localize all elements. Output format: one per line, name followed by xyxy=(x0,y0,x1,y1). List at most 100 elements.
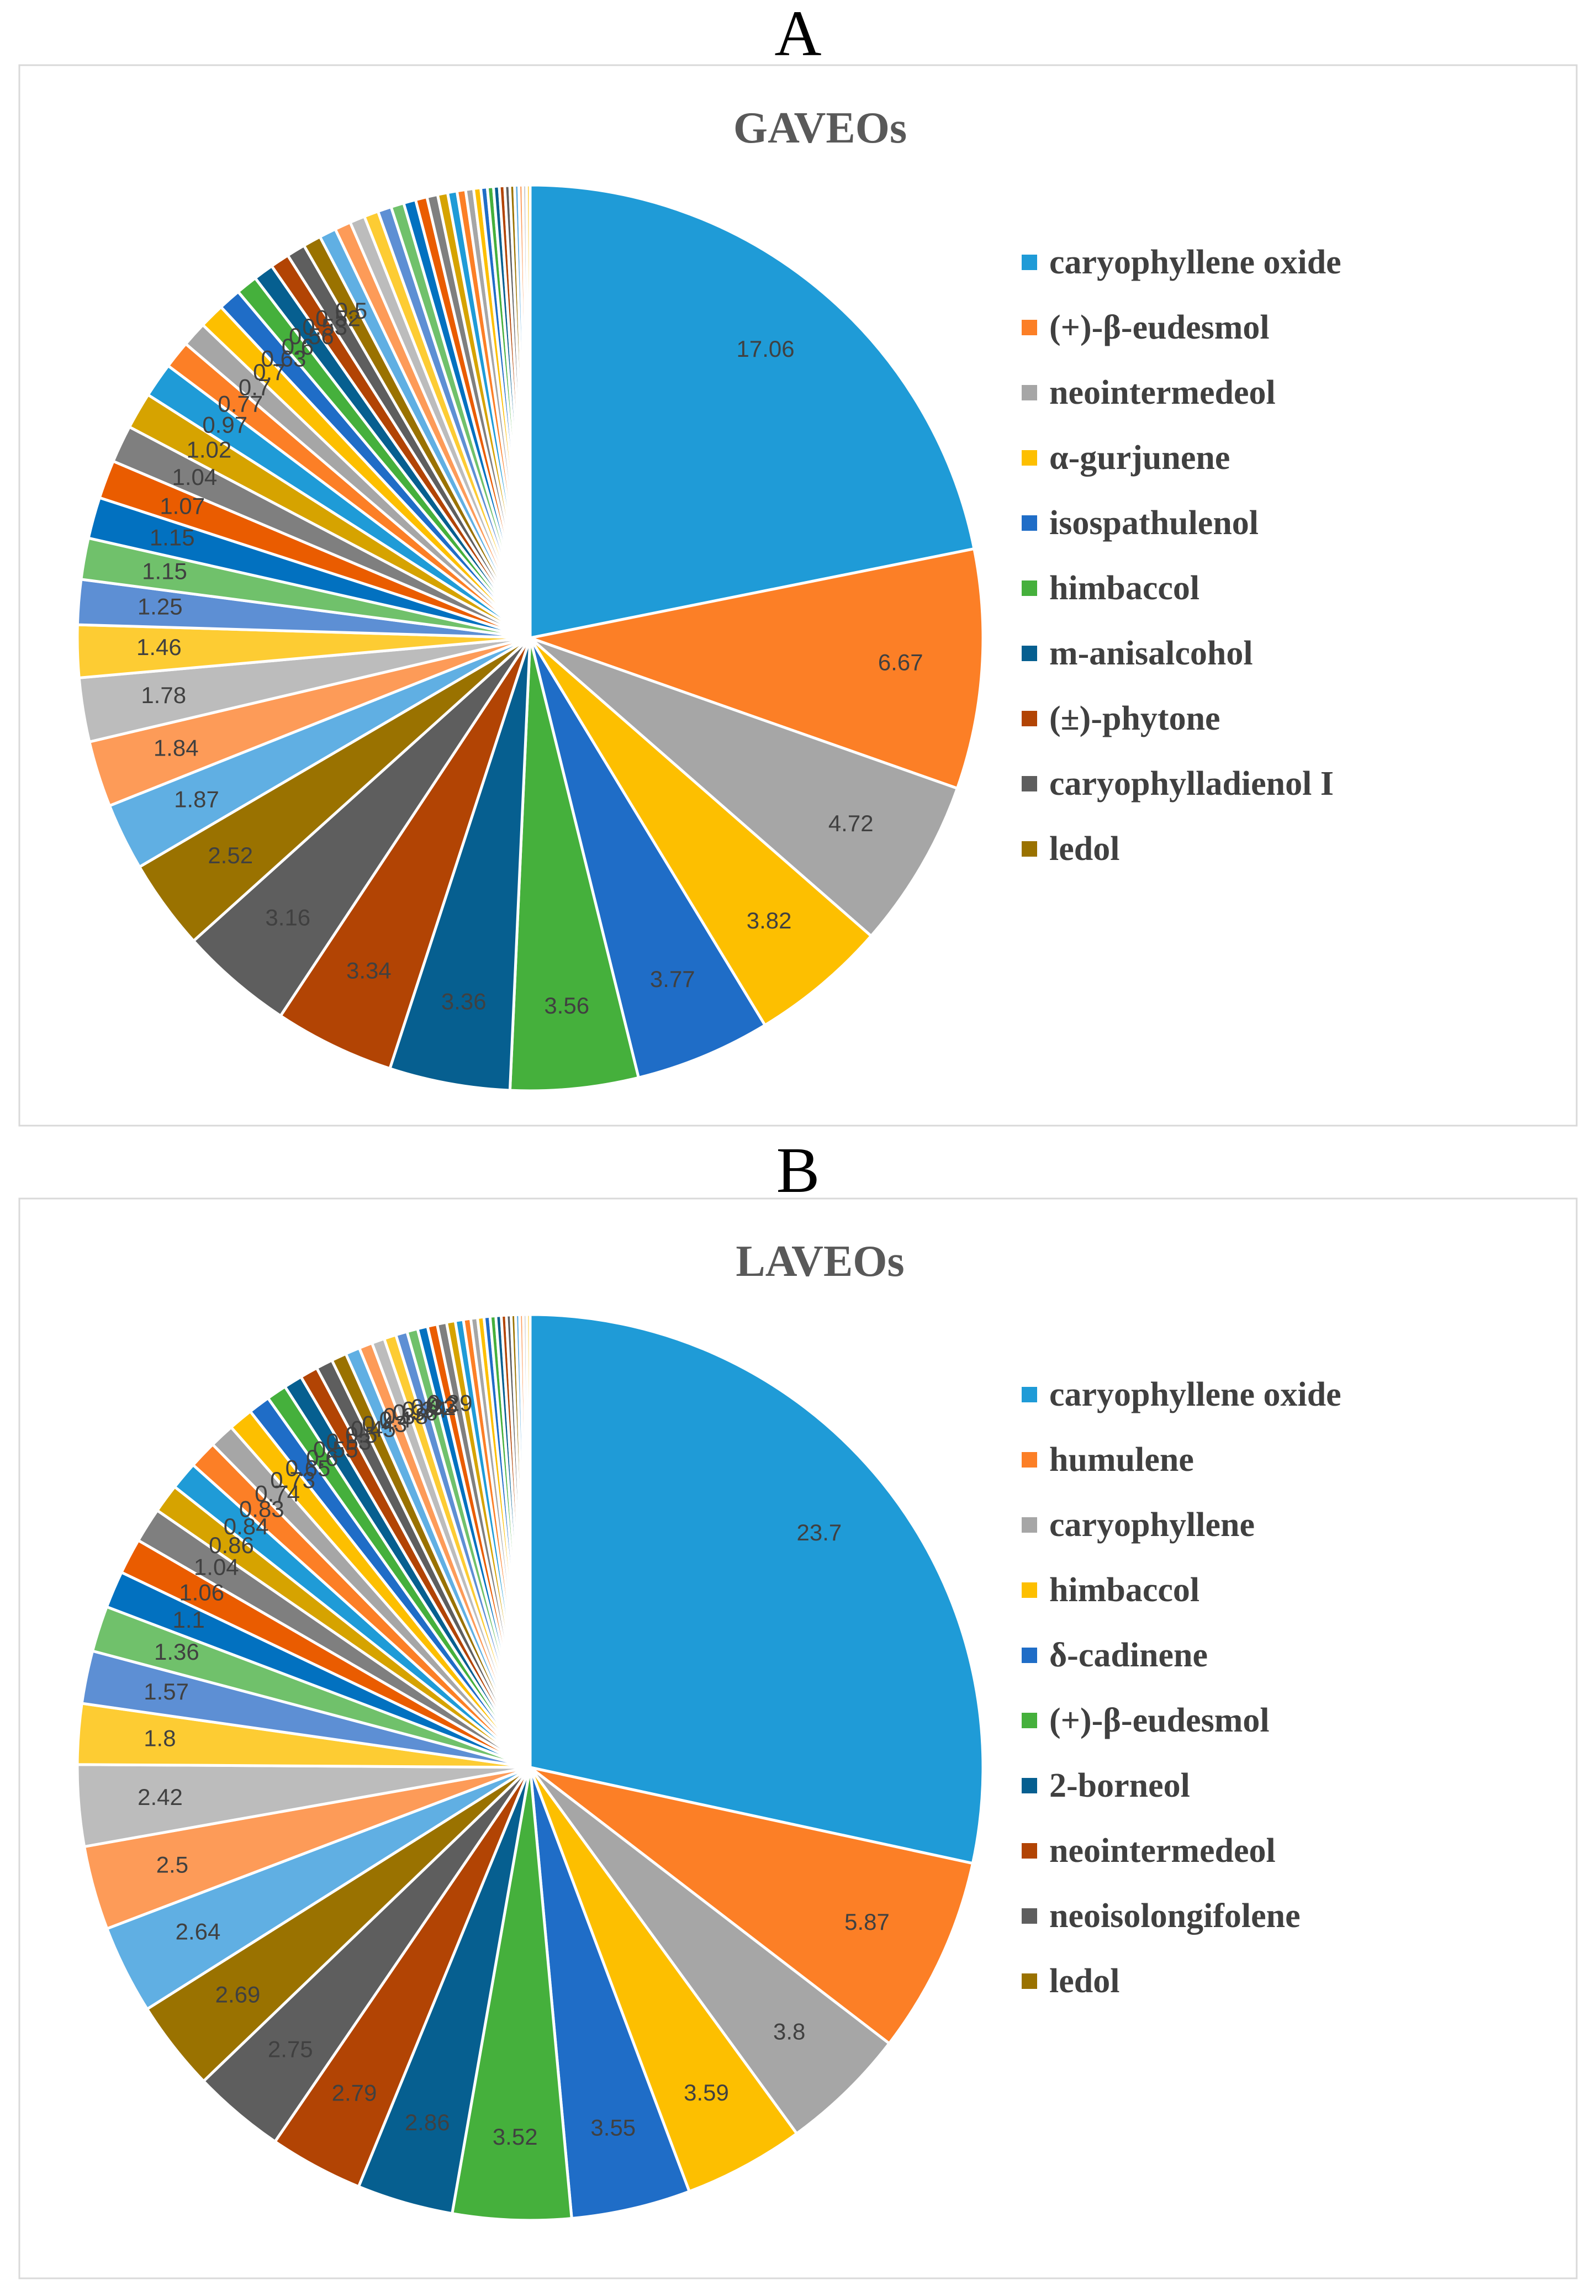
pie-b-data-label: 2.79 xyxy=(332,2079,377,2105)
legend-a-label: α-gurjunene xyxy=(1049,439,1230,477)
pie-a-data-label: 0.77 xyxy=(218,391,263,417)
pie-b-data-label: 1.1 xyxy=(173,1607,205,1633)
legend-a-swatch xyxy=(1022,320,1037,335)
pie-a-slice xyxy=(388,637,532,1092)
pie-b-slices xyxy=(76,1313,985,2222)
legend-a-swatch xyxy=(1022,646,1037,661)
pie-b-data-label: 3.8 xyxy=(773,2019,805,2045)
pie-a-data-label: 3.34 xyxy=(346,958,392,984)
pie-a-data-label: 1.02 xyxy=(187,437,232,463)
legend-a-swatch xyxy=(1022,841,1037,857)
pie-a-data-label: 0.7 xyxy=(253,359,285,385)
pie-a-slice xyxy=(529,636,959,938)
pie-a-data-labels: 17.06 6.67 4.72 3.82 3.77 3.56 3.36 3.34 3.16 2.5… xyxy=(136,298,923,1018)
legend-b-swatch xyxy=(1022,1452,1037,1468)
legend-a-label: (±)-phytone xyxy=(1049,700,1220,737)
pie-a-data-label: 0.56 xyxy=(289,323,334,349)
pie-b-slice xyxy=(529,1313,985,1865)
pie-b-data-labels: 23.7 5.87 3.8 3.59 3.55 3.52 2.86 2.79 2.75 2.69 2… xyxy=(138,1390,890,2150)
legend-a-label: m-anisalcohol xyxy=(1049,635,1253,672)
pie-b-data-label: 1.06 xyxy=(179,1579,224,1605)
legend-b-label: himbaccol xyxy=(1049,1571,1199,1609)
legend-a-swatch xyxy=(1022,711,1037,726)
pie-b-slice xyxy=(529,1766,891,2136)
pie-a-data-label: 6.67 xyxy=(878,649,923,675)
pie-a-data-label: 4.72 xyxy=(828,810,874,836)
pie-a-data-label: 0.97 xyxy=(202,411,247,437)
pie-a-data-label: 3.56 xyxy=(544,993,589,1018)
pie-a-data-label: 3.77 xyxy=(650,966,695,992)
pie-a-data-label: 1.87 xyxy=(174,786,219,812)
pie-b-data-label: 0.73 xyxy=(270,1467,315,1493)
pie-b-data-label: 0.86 xyxy=(209,1532,254,1558)
legend-a-swatch xyxy=(1022,515,1037,531)
legend-b-label: humulene xyxy=(1049,1441,1194,1479)
pie-b-data-label: 3.52 xyxy=(493,2124,538,2150)
legend-b-label: caryophyllene xyxy=(1049,1506,1255,1544)
pie-b-data-label: 0.3 xyxy=(426,1392,458,1418)
legend-b-swatch xyxy=(1022,1778,1037,1793)
pie-a-data-label: 1.84 xyxy=(154,735,199,761)
legend-a-swatch xyxy=(1022,776,1037,791)
pie-a-data-label: 1.78 xyxy=(141,682,186,708)
pie-b-data-label: 2.69 xyxy=(215,1981,261,2007)
pie-a-data-label: 0.6 xyxy=(282,334,314,360)
pie-b-data-label: 2.5 xyxy=(156,1851,188,1877)
pie-a-slices xyxy=(76,183,985,1092)
legend-a-label: himbaccol xyxy=(1049,569,1199,607)
pie-b-data-label: 2.75 xyxy=(268,2036,313,2062)
pie-a-slice xyxy=(508,637,641,1092)
legend-a-swatch xyxy=(1022,580,1037,596)
legend-b-label: (+)-β-eudesmol xyxy=(1049,1702,1270,1739)
pie-a-data-label: 0.7 xyxy=(239,374,271,400)
pie-a-data-label: 1.25 xyxy=(138,594,183,620)
pie-b-data-label: 1.8 xyxy=(144,1725,176,1751)
legend-b-swatch xyxy=(1022,1648,1037,1663)
legend-b: caryophyllene oxide humulene caryophyllene… xyxy=(1022,1376,1341,2000)
pie-b-data-label: 1.57 xyxy=(144,1679,189,1704)
pie-b-data-label: 0.65 xyxy=(286,1455,331,1481)
pie-b-slice xyxy=(529,1766,799,2193)
legend-a-label: isospathulenol xyxy=(1049,504,1259,542)
pie-a-slice xyxy=(191,637,532,1018)
pie-b-data-label: 0.4 xyxy=(379,1407,411,1433)
pie-b-data-label: 0.53 xyxy=(326,1428,371,1454)
pie-a-slice xyxy=(278,637,532,1070)
pie-b-data-label: 0.43 xyxy=(362,1411,407,1437)
pie-b-data-label: 2.64 xyxy=(176,1919,221,1945)
legend-b-label: neoisolongifolene xyxy=(1049,1897,1301,1935)
chart-title-b: LAVEOs xyxy=(736,1237,904,1286)
pie-a-data-label: 1.15 xyxy=(142,558,187,584)
pie-a-data-label: 0.5 xyxy=(335,298,367,324)
pie-b-slice xyxy=(525,1313,532,1768)
pie-b-data-label: 0.34 xyxy=(402,1396,447,1422)
pie-a-data-label: 3.16 xyxy=(265,905,310,931)
pie-a-data-label: 1.07 xyxy=(160,493,205,519)
legend-a-swatch xyxy=(1022,255,1037,270)
pie-b-slice xyxy=(529,1767,691,2220)
pie-a-data-label: 2.52 xyxy=(208,842,253,868)
pie-b-data-label: 0.83 xyxy=(239,1496,284,1522)
legend-b-label: 2-borneol xyxy=(1049,1767,1190,1804)
legend-b-swatch xyxy=(1022,1387,1037,1402)
pie-b-slice xyxy=(529,1766,975,2046)
pie-b-data-label: 0.5 xyxy=(345,1422,377,1448)
pie-b-data-label: 23.7 xyxy=(797,1519,842,1545)
legend-a-label: (+)-β-eudesmol xyxy=(1049,309,1270,346)
legend-a-label: caryophylladienol I xyxy=(1049,765,1334,803)
pie-b-data-label: 2.42 xyxy=(138,1784,183,1810)
pie-b-data-label: 2.86 xyxy=(405,2109,450,2135)
legend-a: caryophyllene oxide (+)-β-eudesmol neointe… xyxy=(1022,244,1341,868)
pie-b-data-label: 3.59 xyxy=(684,2079,729,2105)
pie-a-data-label: 1.15 xyxy=(150,525,195,551)
pie-b-data-label: 0.84 xyxy=(224,1513,269,1539)
pie-b-data-label: 0.29 xyxy=(427,1390,473,1416)
pie-a-slice xyxy=(529,637,767,1080)
pie-b-data-label: 0.32 xyxy=(411,1394,456,1420)
legend-b-swatch xyxy=(1022,1713,1037,1728)
legend-b-swatch xyxy=(1022,1973,1037,1989)
pie-b-data-label: 0.55 xyxy=(313,1436,358,1462)
chart-title-a: GAVEOs xyxy=(733,104,907,152)
panel-letter-b: B xyxy=(776,1134,820,1206)
